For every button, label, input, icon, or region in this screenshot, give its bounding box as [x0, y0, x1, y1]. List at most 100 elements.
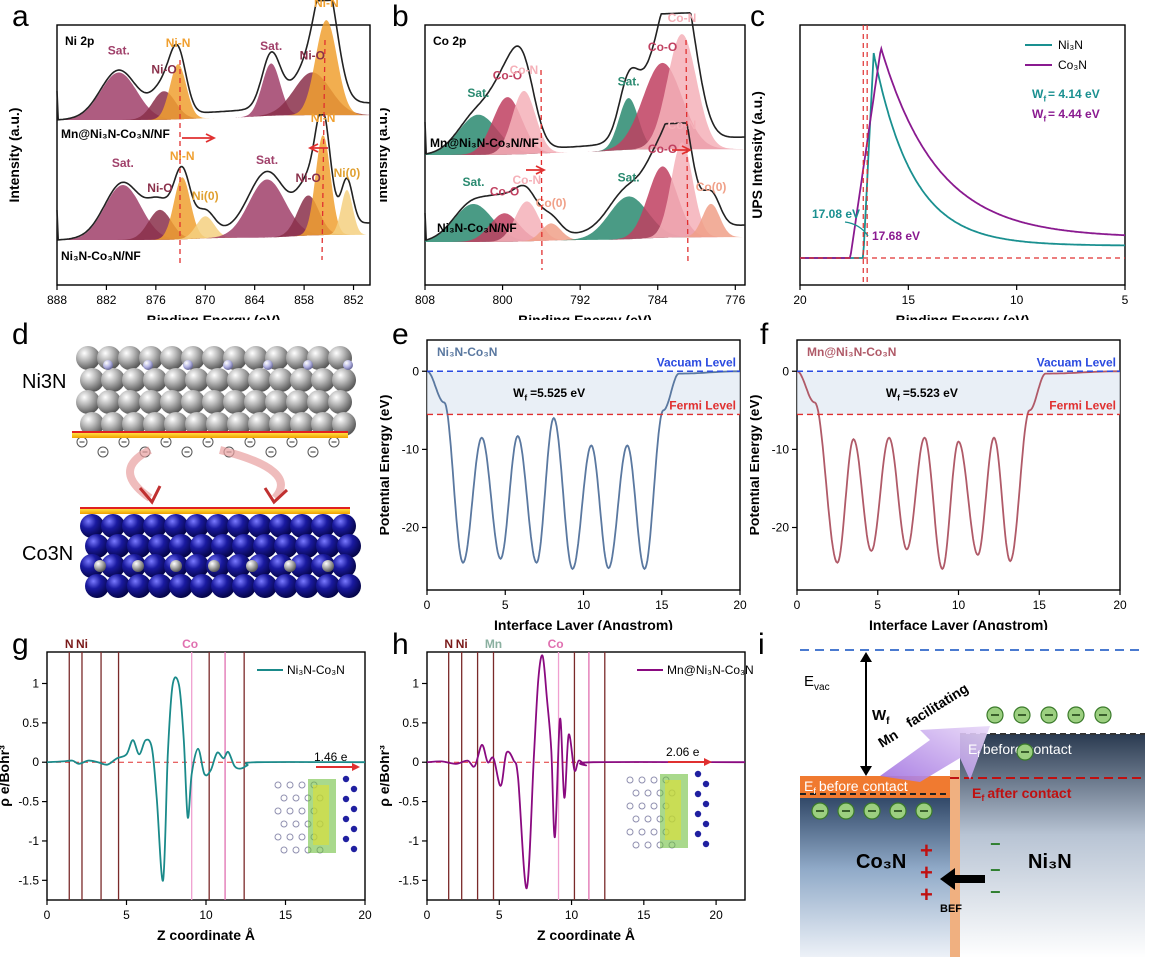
charge-density-chart-mn: 0 5 10 15 20 1 0.5 0 -0.5 -1 -1.5 Z coordinate Å ρ e… [380, 637, 754, 943]
xps-peak-fill [57, 216, 370, 240]
x-tick-label: 808 [415, 293, 435, 307]
legend-label: Ni₃N [1058, 38, 1083, 52]
atom-label: N [444, 637, 453, 651]
ups-chart: 20 15 10 5 Binding Energy (eV) UPS Intensity … [750, 24, 1129, 320]
ni-atom [143, 368, 167, 392]
ni-atom [307, 346, 331, 370]
wf-symbol: Wf [513, 386, 527, 402]
ni-atom [185, 368, 209, 392]
co-atom [350, 845, 358, 853]
xps-peak-fill [57, 72, 370, 120]
wf-ni3n-value: = 4.14 eV [1048, 87, 1100, 101]
ni-atom [332, 412, 356, 436]
atom-label: N [65, 637, 74, 651]
ni-atom [248, 412, 272, 436]
x-tick-label: 800 [493, 293, 513, 307]
vacuum-level-label: Vacuam Level [657, 355, 736, 369]
ni-atom [97, 390, 121, 414]
charge-density-curve [426, 654, 746, 890]
co-atom [80, 514, 104, 538]
co-atom [106, 574, 130, 598]
y-tick-label: -1 [408, 834, 419, 848]
lattice-atom [638, 802, 646, 810]
co-atom [342, 815, 350, 823]
wf-band [427, 371, 740, 415]
x-tick-label: 776 [725, 293, 745, 307]
co-atom [227, 514, 251, 538]
co-atom [337, 534, 361, 558]
co-atom [274, 534, 298, 558]
peak-label: Ni-O [151, 63, 176, 77]
lattice-atom [292, 846, 300, 854]
lattice-atom [626, 802, 634, 810]
lattice-atom [632, 815, 640, 823]
atom-label: Ni [76, 637, 88, 651]
co-atom [274, 574, 298, 598]
co-atom [211, 534, 235, 558]
co-atom [694, 790, 702, 798]
potential-curve [426, 370, 740, 571]
co-atom [248, 514, 272, 538]
ni-atom [202, 390, 226, 414]
xps-peak-fill [57, 20, 370, 121]
x-tick-label: 20 [1113, 598, 1127, 612]
x-tick-label: 0 [424, 598, 431, 612]
bef-arrow [940, 868, 985, 890]
interface-line-top [72, 431, 348, 433]
annotation-arrow [844, 221, 869, 237]
y-tick-label: -10 [402, 442, 420, 456]
wf-label: Wf [872, 707, 890, 727]
panel-letter-c: c [750, 0, 765, 33]
wf-co3n-w: Wf [1032, 107, 1046, 123]
plot-frame [799, 24, 1126, 286]
electron-symbols [811, 706, 1112, 820]
co-atom [248, 554, 272, 578]
co-atom [342, 775, 350, 783]
co-atom [295, 534, 319, 558]
co-atom [253, 534, 277, 558]
y-tick-label: -20 [402, 521, 420, 535]
y-tick-label: 0 [32, 755, 39, 769]
n-atom [170, 560, 182, 572]
co-atom [316, 574, 340, 598]
transfer-arrow-right [219, 446, 285, 501]
lattice-atom [632, 789, 640, 797]
ni-atom [332, 368, 356, 392]
x-tick-label: 20 [793, 293, 807, 307]
ni-atom [76, 346, 100, 370]
x-tick-label: 20 [709, 908, 723, 922]
x-tick-label: 784 [648, 293, 668, 307]
peak-label: Ni-N [311, 111, 336, 125]
co-atom [232, 534, 256, 558]
x-tick-label: 10 [1010, 293, 1024, 307]
co-atom [127, 574, 151, 598]
n-atom [284, 560, 296, 572]
x-axis-label: Binding Energy (eV) [147, 312, 281, 320]
wf-symbol: Wf [886, 386, 900, 402]
peak-label: Sat. [462, 175, 484, 189]
n-atom [223, 360, 233, 370]
ni-atom [80, 412, 104, 436]
lattice-atom [638, 828, 646, 836]
ni-atom [227, 412, 251, 436]
co-atom [148, 574, 172, 598]
co-atom [169, 574, 193, 598]
co-atom [190, 534, 214, 558]
lattice-atom [638, 776, 646, 784]
legend-label: Ni₃N-Co₃N [287, 663, 345, 677]
element-label: Ni 2p [65, 34, 94, 48]
co-atom [332, 554, 356, 578]
xps-envelope [424, 122, 745, 242]
co-atom [702, 800, 710, 808]
n-atom [94, 560, 106, 572]
lattice-atom [644, 841, 652, 849]
co-atom [122, 514, 146, 538]
shift-arrow [182, 133, 217, 143]
y-tick-label: 1 [412, 676, 419, 690]
n-atom [263, 360, 273, 370]
co-atom [206, 514, 230, 538]
svg-text:−: − [990, 834, 1001, 854]
chart-title: Mn@Ni₃N-Co₃N [807, 345, 896, 359]
ni-atom [206, 412, 230, 436]
peak-label: Ni-O [147, 181, 172, 195]
